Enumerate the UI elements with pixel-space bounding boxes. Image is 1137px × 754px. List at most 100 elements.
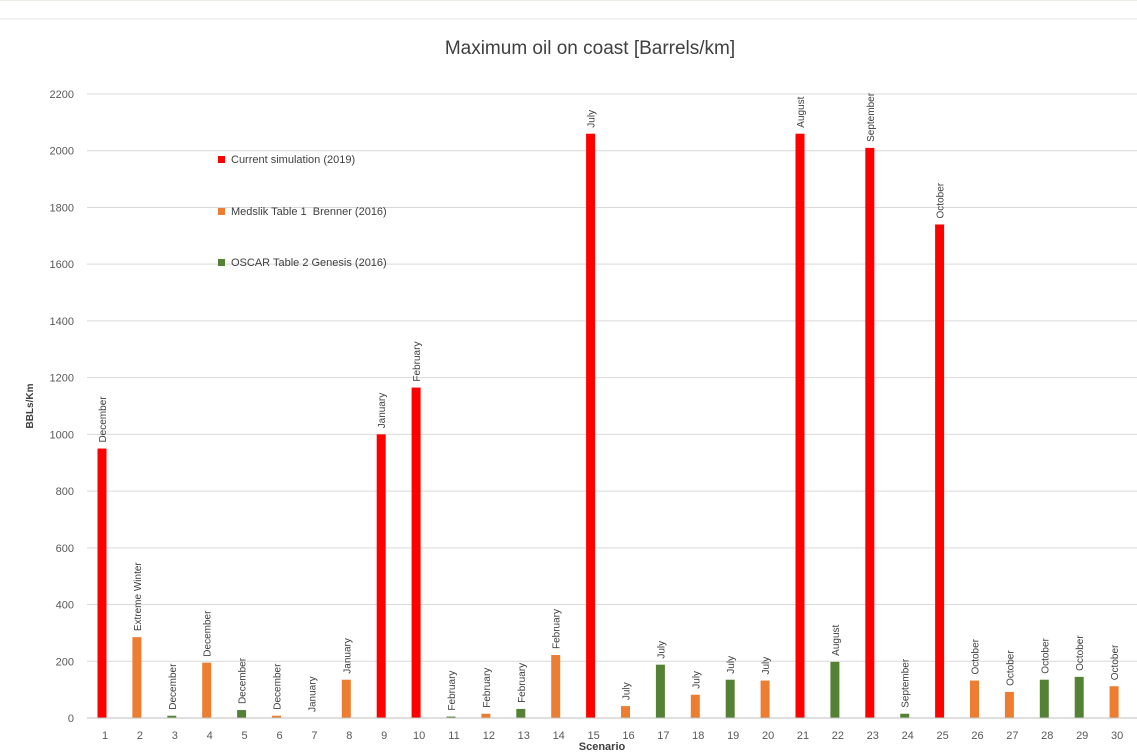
bar xyxy=(760,680,770,718)
bar-data-label: February xyxy=(412,342,423,382)
bar-data-label: January xyxy=(307,676,318,712)
bar-data-label: July xyxy=(691,671,702,689)
x-tick-label: 4 xyxy=(207,730,213,742)
y-tick-label: 800 xyxy=(56,486,74,498)
bar xyxy=(586,133,596,718)
bar-data-label: July xyxy=(726,656,737,674)
x-tick-label: 24 xyxy=(902,730,914,742)
x-tick-label: 29 xyxy=(1076,730,1088,742)
bar-labels-group: December Extreme Winter December December De… xyxy=(98,92,1121,712)
bar-data-label: February xyxy=(517,663,528,703)
bar-data-label: January xyxy=(342,638,353,674)
bar xyxy=(1004,691,1014,718)
x-tick-label: 11 xyxy=(448,730,459,742)
x-tick-label: 17 xyxy=(657,730,669,742)
bar xyxy=(516,708,526,718)
y-axis-title: BBLs/Km xyxy=(25,383,36,428)
bar xyxy=(132,637,142,718)
bar-data-label: February xyxy=(482,668,493,708)
bar xyxy=(481,713,491,718)
x-tick-label: 27 xyxy=(1006,730,1018,742)
y-tick-label: 200 xyxy=(56,656,74,668)
bar xyxy=(167,715,177,718)
x-tick-label: 18 xyxy=(692,730,704,742)
bar-data-label: Extreme Winter xyxy=(133,562,144,632)
bar xyxy=(202,662,212,718)
x-tick-label: 1 xyxy=(102,730,108,742)
y-tick-label: 600 xyxy=(56,543,74,555)
bar-data-label: February xyxy=(552,609,563,649)
legend-swatch xyxy=(218,259,225,266)
x-tick-label: 25 xyxy=(936,730,948,742)
y-tick-label: 1600 xyxy=(50,259,74,271)
bar xyxy=(411,387,421,718)
y-tick-label: 2000 xyxy=(50,146,74,158)
bar xyxy=(621,706,630,718)
bar-data-label: July xyxy=(587,110,598,128)
bar xyxy=(900,713,910,718)
bar-data-label: October xyxy=(1005,650,1016,686)
x-tick-label: 12 xyxy=(483,730,495,742)
bar xyxy=(1109,686,1119,718)
bar-data-label: September xyxy=(866,92,877,142)
legend-label: Current simulation (2019) xyxy=(231,154,355,166)
chart-title: Maximum oil on coast [Barrels/km] xyxy=(445,38,735,59)
legend: Current simulation (2019) Medslik Table 1… xyxy=(218,154,387,269)
x-tick-label: 13 xyxy=(518,730,530,742)
bar-data-label: December xyxy=(168,663,179,710)
legend-swatch xyxy=(218,156,225,163)
bar-data-label: July xyxy=(761,657,772,675)
x-tick-label: 23 xyxy=(867,730,879,742)
y-axis-ticks: 0 200 400 600 800 1000 1200 1400 1600 1800 2000 220… xyxy=(50,89,74,725)
x-tick-label: 2 xyxy=(137,730,143,742)
bar-data-label: July xyxy=(622,682,633,700)
bar xyxy=(690,694,700,718)
x-tick-label: 28 xyxy=(1041,730,1053,742)
y-tick-label: 400 xyxy=(56,600,74,612)
x-tick-label: 19 xyxy=(727,730,739,742)
bar-data-label: December xyxy=(98,396,109,443)
x-tick-label: 15 xyxy=(587,730,599,742)
x-tick-label: 3 xyxy=(172,730,178,742)
gridlines xyxy=(87,93,1137,662)
bar-data-label: December xyxy=(203,610,214,657)
bar xyxy=(1074,676,1084,718)
bar xyxy=(551,655,561,718)
bar xyxy=(446,716,456,718)
bar-data-label: February xyxy=(447,671,458,711)
bar-data-label: December xyxy=(238,657,249,704)
x-tick-label: 8 xyxy=(346,730,352,742)
x-axis-title: Scenario xyxy=(579,741,626,753)
bars-group xyxy=(97,133,1119,719)
legend-label: Medslik Table 1 Brenner (2016) xyxy=(231,206,387,218)
x-axis-ticks: 1 2 3 4 5 6 7 8 9 10 11 12 13 14 15 16 17 18 19 20 21 22 23 24 2… xyxy=(102,730,1123,742)
bar xyxy=(237,710,247,718)
y-tick-label: 1000 xyxy=(50,429,74,441)
bar-data-label: January xyxy=(377,393,388,429)
x-tick-label: 9 xyxy=(381,730,387,742)
bar-data-label: December xyxy=(273,663,284,710)
bar-data-label: October xyxy=(1040,637,1051,673)
y-tick-label: 2200 xyxy=(50,89,74,101)
bar-data-label: August xyxy=(831,624,842,655)
x-tick-label: 10 xyxy=(413,730,425,742)
bar xyxy=(97,448,107,718)
bar-data-label: August xyxy=(796,96,807,127)
y-tick-label: 0 xyxy=(68,713,74,725)
x-tick-label: 21 xyxy=(797,730,809,742)
x-tick-label: 20 xyxy=(762,730,774,742)
y-tick-label: 1800 xyxy=(50,202,74,214)
bar xyxy=(795,133,805,718)
bar xyxy=(341,679,351,718)
bar xyxy=(865,147,875,718)
x-tick-label: 7 xyxy=(311,730,317,742)
x-tick-label: 30 xyxy=(1111,730,1123,742)
bar xyxy=(655,664,665,718)
bar xyxy=(970,680,979,718)
x-tick-label: 26 xyxy=(971,730,983,742)
x-tick-label: 5 xyxy=(242,730,248,742)
bar xyxy=(935,224,945,719)
x-tick-label: 6 xyxy=(276,730,282,742)
